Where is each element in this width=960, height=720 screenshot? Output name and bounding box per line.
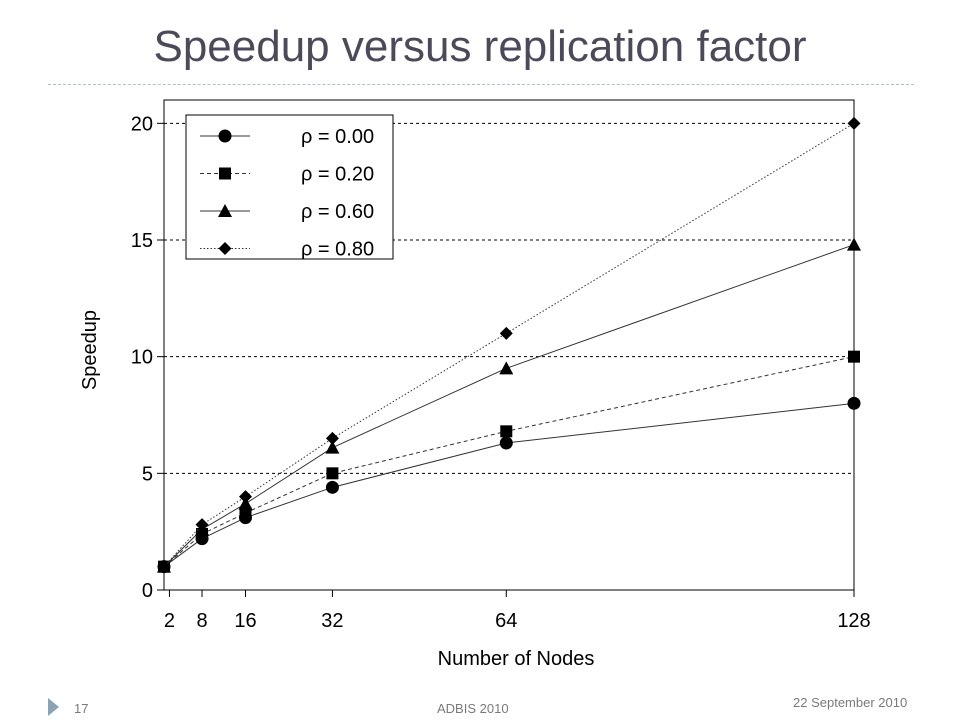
legend-entry: ρ = 0.20 [200,164,374,186]
y-tick-label: 15 [131,230,153,252]
data-point [847,116,861,130]
data-point [195,518,209,532]
series-group [157,116,861,574]
legend-label: ρ = 0.20 [301,164,374,186]
x-tick-label: 128 [837,610,870,632]
data-point [847,396,861,410]
data-point [500,425,513,438]
legend-label: ρ = 0.80 [301,239,374,261]
data-point [848,350,860,363]
x-axis-label: Number of Nodes [438,648,595,670]
data-point [157,560,171,574]
data-point [499,436,513,450]
y-axis-label: Speedup [79,310,101,390]
x-tick-label: 2 [164,610,175,632]
x-axis-ticks: 2 8 16 32 64 128 [164,590,871,632]
legend-marker [218,242,232,255]
data-point [238,490,252,504]
slide-title: Speedup versus replication factor [153,22,807,71]
y-tick-label: 20 [131,113,153,135]
legend-marker [218,129,232,143]
y-tick-label: 0 [142,580,153,602]
slide-number: 17 [74,701,89,716]
data-point [847,237,861,251]
data-point [499,361,514,375]
legend-marker [219,167,231,180]
footer-date: 22 September 2010 [793,695,908,710]
series-2 [157,237,861,573]
data-point [325,480,339,494]
x-tick-label: 16 [234,610,256,632]
y-tick-label: 5 [142,463,153,485]
legend: ρ = 0.00 ρ = 0.20 ρ = 0.60 ρ = 0.80 [185,114,394,261]
legend-entry: ρ = 0.80 [200,239,374,261]
series-line [163,402,855,568]
series-line [163,122,855,568]
y-tick-label: 10 [131,347,153,369]
data-point [326,467,339,480]
series-3 [157,116,861,574]
data-point [499,326,513,340]
data-point [239,507,252,519]
legend-entry: ρ = 0.00 [200,126,374,148]
legend-entry: ρ = 0.60 [200,201,374,223]
legend-label: ρ = 0.00 [301,126,374,148]
title-divider [48,84,914,85]
legend-marker [218,204,232,217]
series-line [163,244,855,568]
footer-bullet-icon [48,698,59,716]
footer-event-name: ADBIS 2010 [437,701,509,716]
data-point [325,431,339,445]
x-tick-label: 32 [321,610,343,632]
x-tick-label: 8 [196,610,207,632]
x-tick-label: 64 [495,610,517,632]
data-point [325,440,340,454]
y-axis-ticks: 0 5 10 15 20 [131,113,164,602]
legend-label: ρ = 0.60 [301,201,374,223]
